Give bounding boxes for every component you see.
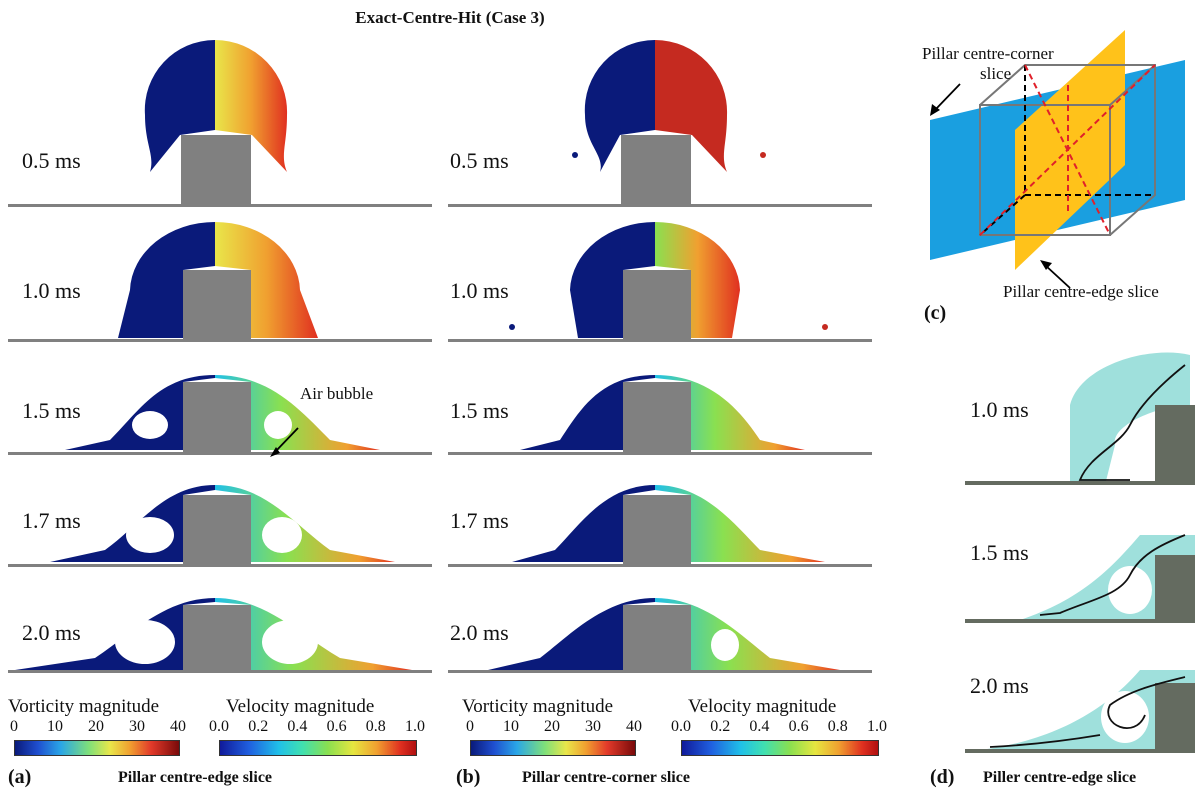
tick: 0.2 — [710, 718, 731, 735]
panel-b-caption: Pillar centre-corner slice — [522, 769, 690, 786]
panel-a-caption: Pillar centre-edge slice — [118, 769, 273, 786]
air-bubble-label: Air bubble — [300, 384, 374, 403]
a-velocity-ticks: 0.0 0.2 0.4 0.6 0.8 1.0 — [209, 718, 425, 738]
a-vorticity-title: Vorticity magnitude — [8, 696, 160, 717]
b-row-2 — [448, 222, 872, 342]
edge-slice-plane — [1015, 30, 1125, 270]
a-time-5: 2.0 ms — [22, 620, 81, 645]
tick: 0.0 — [209, 718, 229, 735]
panel-d: 1.0 ms 1.5 ms 2.0 ms — [960, 345, 1200, 765]
a-row-5 — [8, 598, 432, 673]
tick: 0 — [466, 718, 474, 735]
tick: 0.6 — [788, 718, 809, 735]
tick: 30 — [585, 718, 601, 735]
b-time-2: 1.0 ms — [450, 278, 509, 303]
tick: 10 — [503, 718, 519, 735]
a-row-2 — [8, 222, 432, 342]
a-velocity-title: Velocity magnitude — [226, 696, 375, 717]
tick: 0.8 — [827, 718, 848, 735]
a-vorticity-colorbar — [14, 740, 180, 756]
tick: 30 — [129, 718, 145, 735]
panel-b-sim — [448, 39, 872, 673]
b-velocity-ticks: 0.0 0.2 0.4 0.6 0.8 1.0 — [671, 718, 887, 738]
b-row-3 — [448, 375, 872, 455]
a-row-1 — [8, 39, 432, 207]
tick: 0.0 — [671, 718, 691, 735]
b-time-5: 2.0 ms — [450, 620, 509, 645]
panel-d-streamlines — [965, 352, 1195, 753]
a-vorticity-ticks: 0 10 20 30 40 — [10, 718, 186, 738]
b-vorticity-title: Vorticity magnitude — [462, 696, 614, 717]
a-velocity-colorbar — [219, 740, 417, 756]
b-velocity-title: Velocity magnitude — [688, 696, 837, 717]
edge-slice-label: Pillar centre-edge slice — [1003, 282, 1159, 301]
tick: 0.2 — [248, 718, 269, 735]
b-row-5 — [448, 598, 872, 673]
panel-b-label: (b) — [456, 766, 481, 788]
d-time-1: 1.0 ms — [970, 397, 1029, 422]
panel-c: Pillar centre-corner slice Pillar centre… — [900, 20, 1200, 340]
d-time-3: 2.0 ms — [970, 673, 1029, 698]
tick: 40 — [626, 718, 642, 735]
tick: 20 — [544, 718, 560, 735]
panel-d-caption: Piller centre-edge slice — [983, 769, 1137, 786]
tick: 0.6 — [326, 718, 347, 735]
air-bubble-arrow — [274, 427, 299, 453]
tick: 40 — [170, 718, 186, 735]
tick: 0.4 — [749, 718, 770, 735]
tick: 20 — [88, 718, 104, 735]
tick: 0.8 — [365, 718, 386, 735]
corner-slice-label-2: slice — [980, 64, 1012, 83]
corner-slice-label-1: Pillar centre-corner — [922, 44, 1054, 63]
b-row-1 — [448, 39, 872, 207]
a-time-3: 1.5 ms — [22, 398, 81, 423]
figure-title: Exact-Centre-Hit (Case 3) — [355, 8, 545, 27]
panel-a-sim — [8, 39, 432, 673]
tick: 1.0 — [405, 718, 425, 735]
b-time-4: 1.7 ms — [450, 508, 509, 533]
b-time-3: 1.5 ms — [450, 398, 509, 423]
tick: 1.0 — [867, 718, 887, 735]
tick: 10 — [47, 718, 63, 735]
b-vorticity-ticks: 0 10 20 30 40 — [466, 718, 642, 738]
panel-d-label: (d) — [930, 766, 955, 788]
panel-c-diagram — [930, 30, 1185, 289]
a-time-4: 1.7 ms — [22, 508, 81, 533]
d-time-2: 1.5 ms — [970, 540, 1029, 565]
panel-b: 0.5 ms 1.0 ms 1.5 ms 1.7 ms 2.0 ms — [440, 30, 880, 690]
panel-c-label: (c) — [924, 302, 947, 324]
b-velocity-colorbar — [681, 740, 879, 756]
tick: 0.4 — [287, 718, 308, 735]
b-vorticity-colorbar — [470, 740, 636, 756]
a-row-3 — [8, 375, 432, 455]
a-row-4 — [8, 485, 432, 567]
b-time-1: 0.5 ms — [450, 148, 509, 173]
panel-a: 0.5 ms 1.0 ms 1.5 ms 1.7 ms 2.0 ms Air b… — [0, 30, 440, 690]
a-time-1: 0.5 ms — [22, 148, 81, 173]
tick: 0 — [10, 718, 18, 735]
a-time-2: 1.0 ms — [22, 278, 81, 303]
b-row-4 — [448, 485, 872, 567]
panel-a-label: (a) — [8, 766, 32, 788]
